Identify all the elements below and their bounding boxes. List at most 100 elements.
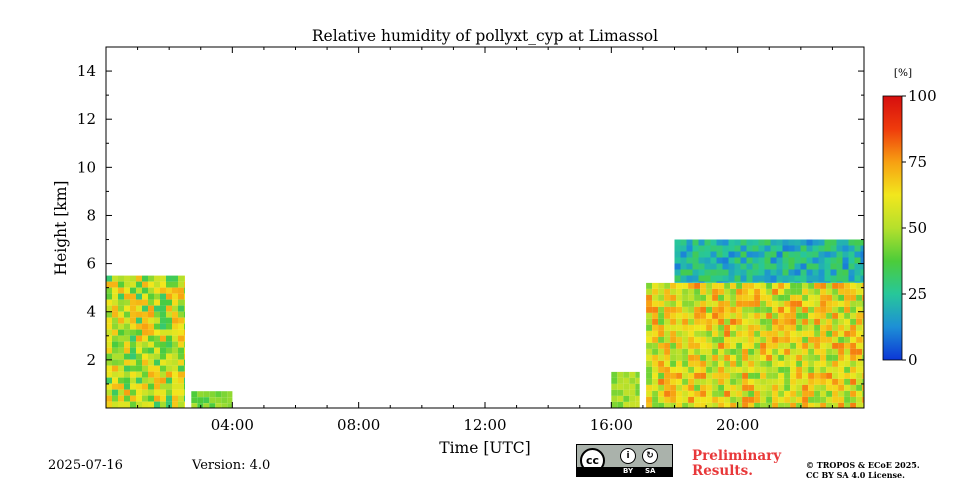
heat-cell xyxy=(704,245,711,252)
heat-cell xyxy=(728,257,735,264)
heat-cell xyxy=(766,390,773,397)
heat-cell xyxy=(221,391,228,398)
heat-cell xyxy=(106,347,112,354)
heat-cell xyxy=(160,305,166,312)
heat-cell xyxy=(832,354,839,361)
heat-cell xyxy=(806,257,813,264)
heat-cell xyxy=(706,336,713,343)
heat-cell xyxy=(197,397,204,404)
heat-cell xyxy=(118,311,124,318)
heat-cell xyxy=(736,342,743,349)
heat-cell xyxy=(748,384,755,391)
heat-cell xyxy=(652,336,659,343)
heat-cell xyxy=(688,330,695,337)
heat-cell xyxy=(148,329,154,336)
heat-cell xyxy=(160,329,166,336)
heat-cell xyxy=(148,293,154,300)
heat-cell xyxy=(148,299,154,306)
heat-cell xyxy=(800,251,807,258)
heat-cell xyxy=(623,395,630,402)
heat-cell xyxy=(118,305,124,312)
heat-cell xyxy=(704,257,711,264)
heat-cell xyxy=(130,287,136,294)
heat-cell xyxy=(766,312,773,319)
heat-cell xyxy=(814,384,821,391)
heat-cell xyxy=(716,275,723,282)
heat-cell xyxy=(694,402,701,408)
heat-cell xyxy=(760,324,767,331)
heat-cell xyxy=(160,383,166,390)
heat-cell xyxy=(814,342,821,349)
heat-cell xyxy=(694,330,701,337)
heat-cell xyxy=(802,366,809,373)
heat-cell xyxy=(784,348,791,355)
heat-cell xyxy=(694,390,701,397)
heat-cell xyxy=(772,282,779,289)
heat-cell xyxy=(790,360,797,367)
heat-cell xyxy=(136,335,142,342)
heat-cell xyxy=(112,353,118,360)
heat-cell xyxy=(796,336,803,343)
heat-cell xyxy=(130,329,136,336)
heat-cell xyxy=(142,335,148,342)
heat-cell xyxy=(838,384,845,391)
heat-cell xyxy=(611,395,618,402)
heat-cell xyxy=(652,360,659,367)
heat-cell xyxy=(674,275,681,282)
heat-cell xyxy=(688,348,695,355)
heat-cell xyxy=(772,294,779,301)
heat-cell xyxy=(688,288,695,295)
heat-cell xyxy=(688,366,695,373)
heat-cell xyxy=(766,324,773,331)
heat-cell xyxy=(635,383,640,390)
heat-cell xyxy=(178,311,184,318)
heat-cell xyxy=(184,347,185,354)
heat-cell xyxy=(704,275,711,282)
heat-cell xyxy=(770,269,777,276)
heat-cell xyxy=(172,389,178,396)
heat-cell xyxy=(652,306,659,313)
heat-cell xyxy=(796,402,803,408)
heat-cell xyxy=(700,330,707,337)
heat-cell xyxy=(790,354,797,361)
heat-cell xyxy=(166,377,172,384)
heat-cell xyxy=(611,383,618,390)
heat-cell xyxy=(136,365,142,372)
heat-cell xyxy=(682,318,689,325)
heat-cell xyxy=(142,329,148,336)
heat-cell xyxy=(758,269,765,276)
heat-cell xyxy=(842,239,849,246)
heat-cell xyxy=(742,372,749,379)
heat-cell xyxy=(148,287,154,294)
heat-cell xyxy=(856,402,863,408)
heat-cell xyxy=(682,336,689,343)
heat-cell xyxy=(682,300,689,307)
heat-cell xyxy=(832,372,839,379)
heat-cell xyxy=(698,239,705,246)
heat-cell xyxy=(178,287,184,294)
heat-cell xyxy=(148,305,154,312)
heat-cell xyxy=(172,311,178,318)
heat-cell xyxy=(160,395,166,402)
heat-cell xyxy=(142,389,148,396)
cc-license-badge: cc i ↻ BY SA xyxy=(576,444,673,477)
heat-cell xyxy=(838,288,845,295)
heat-cell xyxy=(844,294,851,301)
heat-cell xyxy=(860,263,864,270)
heat-cell xyxy=(694,318,701,325)
heat-cell xyxy=(664,282,671,289)
heat-cell xyxy=(700,294,707,301)
heat-cell xyxy=(106,371,112,378)
heat-cell xyxy=(860,275,864,282)
heat-cell xyxy=(694,372,701,379)
heat-cell xyxy=(842,281,849,283)
heat-cell xyxy=(806,269,813,276)
heat-cell xyxy=(836,245,843,252)
heat-cell xyxy=(166,365,172,372)
heat-cell xyxy=(730,318,737,325)
heat-cell xyxy=(844,384,851,391)
heat-cell xyxy=(838,342,845,349)
heat-cell xyxy=(854,275,861,282)
heat-cell xyxy=(617,401,624,408)
heat-cell xyxy=(776,275,783,282)
